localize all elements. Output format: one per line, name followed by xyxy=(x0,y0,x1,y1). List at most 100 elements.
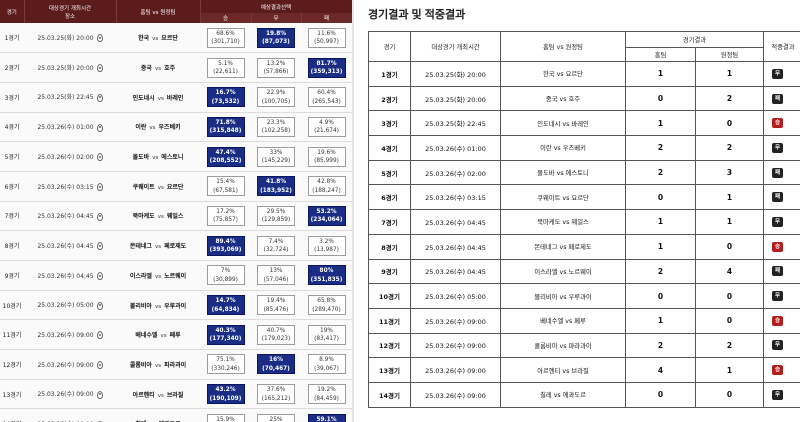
odds-button-loss[interactable]: 8.9% (39,067) xyxy=(307,354,346,375)
home-score: 2 xyxy=(625,332,696,359)
odds-button-draw[interactable]: 25%(109,993) xyxy=(257,413,295,422)
location-pin-icon[interactable] xyxy=(96,153,103,162)
odds-cell-loss: 3.2% (13,987) xyxy=(301,230,353,261)
odds-button-win[interactable]: 47.4% (208,552) xyxy=(206,146,245,167)
odds-button-draw[interactable]: 40.7% (179,023) xyxy=(257,324,295,345)
odds-button-win[interactable]: 17.2% (75,857) xyxy=(206,205,245,226)
away-score: 2 xyxy=(695,85,764,112)
result-datetime: 25.03.26(수) 09:00 xyxy=(410,307,501,334)
prediction-row: 4경기 25.03.26(수) 01:00 이란 vs 우즈베키 71.8% (315,84… xyxy=(0,112,353,143)
location-pin-icon[interactable] xyxy=(96,183,103,192)
home-score: 2 xyxy=(625,135,696,161)
odds-button-loss[interactable]: 3.2% (13,987) xyxy=(307,235,346,256)
odds-percent: 60.4% xyxy=(317,90,336,97)
odds-cell-loss: 53.2% (234,064) xyxy=(301,201,353,232)
prediction-row: 13경기 25.03.26(수) 09:00 아르헨티 vs 브라질 43.2% (190,… xyxy=(0,379,353,410)
match-cell: 쿠웨이트 vs 요르단 xyxy=(116,171,200,202)
odds-button-draw[interactable]: 13% (57,046) xyxy=(257,265,295,286)
odds-button-win[interactable]: 15.9%(70,060) xyxy=(206,413,245,422)
odds-button-draw[interactable]: 16% (70,467) xyxy=(257,354,295,375)
odds-button-draw[interactable]: 7.4% (32,724) xyxy=(257,235,295,256)
odds-button-draw[interactable]: 29.5% (129,859) xyxy=(257,205,295,226)
odds-button-win[interactable]: 43.2% (190,109) xyxy=(206,384,245,405)
odds-button-draw[interactable]: 13.2% (57,866) xyxy=(257,57,295,78)
odds-percent: 16% xyxy=(269,357,283,364)
odds-count: (145,229) xyxy=(261,158,291,165)
odds-button-draw[interactable]: 23.3% (102,258) xyxy=(257,116,295,137)
away-team: 요르단 xyxy=(166,183,184,191)
odds-button-loss[interactable]: 60.4% (265,543) xyxy=(307,87,346,108)
odds-button-loss[interactable]: 42.8% (188,247) xyxy=(307,176,346,197)
vs-label: vs xyxy=(152,155,159,162)
odds-button-win[interactable]: 75.1% (330,246) xyxy=(206,354,245,375)
odds-button-loss[interactable]: 11.6% (50,997) xyxy=(307,27,346,48)
hit-result-cell: 승 xyxy=(763,357,800,383)
odds-button-draw[interactable]: 19.8% (87,073) xyxy=(257,27,295,48)
location-pin-icon[interactable] xyxy=(96,301,103,310)
odds-count: (32,724) xyxy=(263,247,289,254)
odds-button-loss[interactable]: 19.2% (84,459) xyxy=(307,384,346,405)
away-team: 페로제도 xyxy=(164,243,187,251)
home-team: 몰도바 xyxy=(132,154,150,162)
location-pin-icon[interactable] xyxy=(96,242,103,251)
game-datetime: 25.03.26(수) 01:00 xyxy=(37,124,94,132)
game-datetime: 25.03.26(수) 02:00 xyxy=(37,153,94,161)
odds-button-win[interactable]: 7% (30,899) xyxy=(206,265,245,286)
odds-button-draw[interactable]: 37.6% (165,212) xyxy=(257,384,295,405)
odds-button-loss[interactable]: 53.2% (234,064) xyxy=(307,205,346,226)
result-match: 베네수엘 vs 페루 xyxy=(500,307,626,334)
res-col-match-header: 홈팀 vs 원정팀 xyxy=(500,31,626,62)
result-game-number: 9경기 xyxy=(368,258,411,285)
location-pin-icon[interactable] xyxy=(96,212,103,221)
result-game-number: 8경기 xyxy=(368,233,411,260)
home-score: 1 xyxy=(625,307,696,334)
odds-cell-draw: 13.2% (57,866) xyxy=(251,52,301,83)
odds-button-loss[interactable]: 80% (351,835) xyxy=(307,265,346,286)
odds-button-win[interactable]: 14.7% (64,834) xyxy=(206,295,245,316)
odds-button-loss[interactable]: 65.8% (289,470) xyxy=(307,295,346,316)
home-score: 1 xyxy=(625,209,696,235)
result-datetime: 25.03.26(수) 09:00 xyxy=(410,357,501,383)
game-datetime: 25.03.26(수) 04:45 xyxy=(37,242,94,250)
match-cell: 중국 vs 호주 xyxy=(116,52,200,83)
odds-button-loss[interactable]: 4.9% (21,674) xyxy=(307,116,346,137)
home-score: 0 xyxy=(625,381,696,408)
hit-result-cell: 패 xyxy=(763,184,800,211)
odds-button-win[interactable]: 16.7% (73,532) xyxy=(206,87,245,108)
odds-button-win[interactable]: 71.8% (315,848) xyxy=(206,116,245,137)
odds-button-win[interactable]: 40.3% (177,340) xyxy=(206,324,245,345)
odds-count: (87,073) xyxy=(262,39,290,46)
result-game-number: 3경기 xyxy=(368,110,411,137)
odds-button-draw[interactable]: 19.4% (85,476) xyxy=(257,295,295,316)
odds-button-draw[interactable]: 41.8% (183,952) xyxy=(257,176,295,197)
location-pin-icon[interactable] xyxy=(96,34,103,43)
odds-button-draw[interactable]: 22.9% (100,705) xyxy=(257,87,295,108)
odds-button-win[interactable]: 15.4% (67,581) xyxy=(206,176,245,197)
odds-button-win[interactable]: 5.1% (22,611) xyxy=(206,57,245,78)
odds-button-loss[interactable]: 81.7% (359,313) xyxy=(307,57,346,78)
odds-button-draw[interactable]: 33% (145,229) xyxy=(257,146,295,167)
result-row: 14경기 25.03.26(수) 09:00 칠레 vs 에콰도르 0 0 무 xyxy=(368,381,800,408)
location-pin-icon[interactable] xyxy=(96,93,103,102)
odds-button-win[interactable]: 68.6% (301,710) xyxy=(206,27,245,48)
odds-button-win[interactable]: 89.4% (393,069) xyxy=(206,235,245,256)
result-game-number: 2경기 xyxy=(368,85,411,112)
odds-count: (102,258) xyxy=(261,128,291,135)
odds-percent: 41.8% xyxy=(265,179,287,186)
game-datetime: 25.03.26(수) 09:00 xyxy=(37,331,94,339)
location-pin-icon[interactable] xyxy=(96,64,103,73)
odds-count: (39,067) xyxy=(314,365,339,372)
odds-button-loss[interactable]: 19% (83,417) xyxy=(307,324,346,345)
location-pin-icon[interactable] xyxy=(96,361,103,370)
odds-button-loss[interactable]: 19.6% (85,999) xyxy=(307,146,346,167)
prediction-row: 5경기 25.03.26(수) 02:00 몰도바 vs 에스토니 47.4% (208,5… xyxy=(0,141,353,172)
location-pin-icon[interactable] xyxy=(96,390,103,399)
location-pin-icon[interactable] xyxy=(96,331,103,340)
location-pin-icon[interactable] xyxy=(96,272,103,281)
odds-button-loss[interactable]: 59.1%(259,727) xyxy=(307,413,346,422)
odds-cell-draw: 16% (70,467) xyxy=(251,349,301,380)
location-pin-icon[interactable] xyxy=(96,123,103,132)
odds-cell-draw: 33% (145,229) xyxy=(251,141,301,172)
game-number: 2경기 xyxy=(0,52,24,83)
away-score: 4 xyxy=(695,258,764,285)
